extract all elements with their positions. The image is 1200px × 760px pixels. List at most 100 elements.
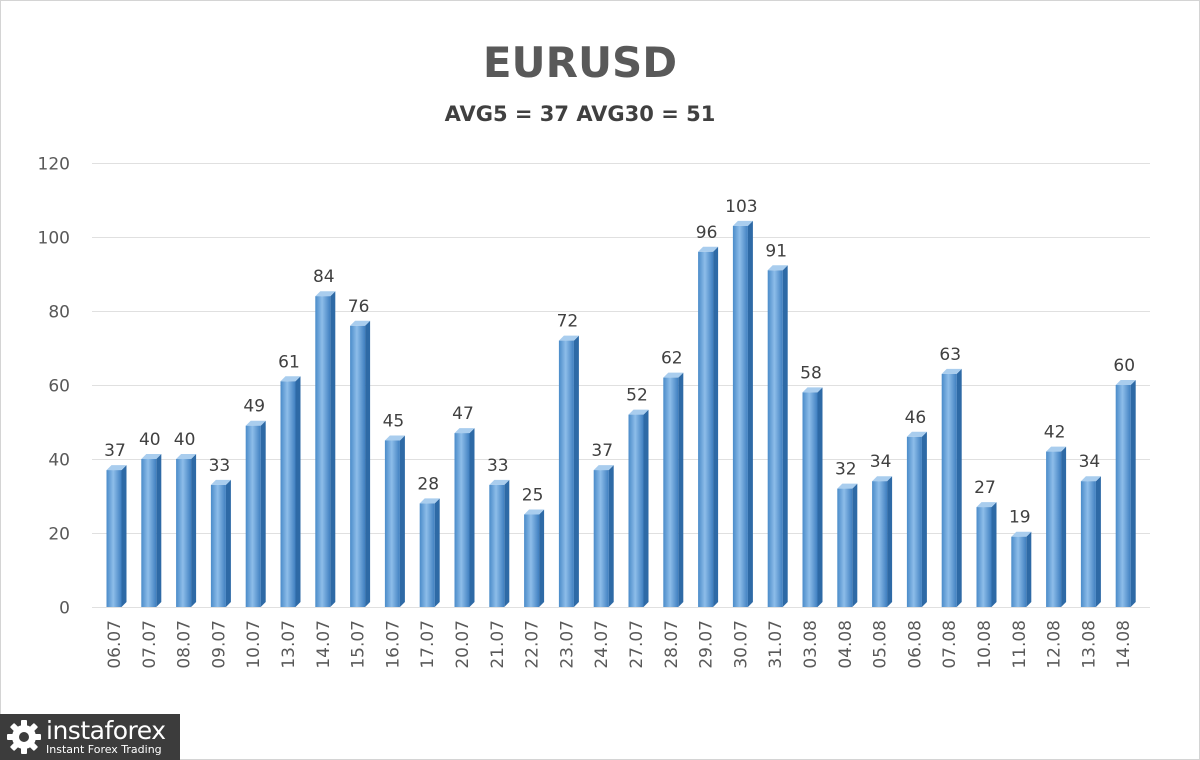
bars [106, 220, 1136, 608]
bar-side [1061, 446, 1067, 607]
bar-top [489, 479, 510, 485]
data-label: 40 [174, 430, 196, 450]
data-label: 63 [939, 345, 961, 365]
data-label: 37 [591, 441, 613, 461]
bar [941, 368, 962, 607]
bar-front [245, 425, 261, 607]
data-label: 25 [522, 486, 544, 506]
x-tick-label: 29.07 [697, 620, 717, 669]
bar-side [365, 320, 371, 607]
x-tick-label: 08.07 [175, 620, 195, 669]
bar-side [991, 502, 997, 607]
bar [489, 479, 510, 607]
bar-front [315, 296, 331, 607]
bar-side [121, 465, 127, 607]
bar-top [1046, 446, 1067, 452]
bar [454, 428, 475, 607]
bar [106, 465, 127, 607]
data-label: 49 [243, 397, 265, 417]
data-label: 60 [1113, 356, 1135, 376]
bar [1046, 446, 1067, 607]
x-tick-label: 04.08 [836, 620, 856, 669]
x-tick-label: 20.07 [453, 620, 473, 669]
bar-top [698, 246, 719, 252]
bar-top [106, 465, 127, 471]
data-label: 28 [417, 474, 439, 494]
y-tick-label: 0 [59, 599, 70, 619]
x-tick-label: 22.07 [523, 620, 543, 669]
data-label: 62 [661, 349, 683, 369]
bar-top [767, 265, 788, 271]
data-label: 33 [209, 456, 231, 476]
bar [1080, 476, 1101, 607]
bar [176, 454, 197, 607]
bar-front [489, 484, 505, 607]
x-tick-label: 12.08 [1045, 620, 1065, 669]
data-label: 37 [104, 441, 126, 461]
bar-front [941, 373, 957, 607]
bar [906, 431, 927, 607]
x-tick-label: 16.07 [383, 620, 403, 669]
bar-side [643, 409, 649, 607]
bar-side [956, 368, 962, 607]
bar-top [941, 368, 962, 374]
bar [558, 335, 579, 607]
bar-front [1115, 385, 1131, 607]
bar [663, 372, 684, 607]
x-tick-label: 30.07 [731, 620, 751, 669]
bar-side [330, 291, 336, 607]
bar [628, 409, 649, 607]
bar-top [315, 291, 336, 297]
bar-front [628, 414, 644, 607]
bar-front [280, 381, 296, 607]
bar-front [419, 503, 435, 607]
bar-side [817, 387, 823, 607]
bar-top [141, 454, 162, 459]
bar-front [976, 507, 992, 607]
logo-brand: instaforex [46, 716, 166, 745]
data-label: 40 [139, 430, 161, 450]
x-tick-label: 05.08 [871, 620, 891, 669]
bar-front [454, 433, 470, 607]
x-tick-label: 28.07 [662, 620, 682, 669]
bar [593, 465, 614, 607]
bar-side [156, 454, 162, 607]
bar-side [399, 435, 405, 607]
x-tick-label: 10.07 [244, 620, 264, 669]
data-labels: 37 40 40 33 49 61 84 76 45 28 47 33 25 72 37 52 62 96 103 9… [104, 197, 1135, 528]
bar-top [1115, 380, 1136, 385]
bar-top [663, 372, 684, 378]
x-tick-label: 24.07 [592, 620, 612, 669]
bar-side [295, 376, 301, 607]
bar-top [350, 320, 371, 326]
bar-front [141, 459, 157, 607]
x-tick-label: 14.07 [314, 620, 334, 669]
bar-side [539, 509, 545, 607]
bar-side [573, 335, 579, 607]
bar-top [802, 387, 823, 393]
bar [872, 476, 893, 607]
bar-side [434, 498, 440, 607]
bar-top [1080, 476, 1101, 482]
bar [732, 220, 753, 607]
bar-front [350, 325, 366, 607]
x-tick-label: 13.08 [1079, 620, 1099, 669]
bar-side [469, 428, 475, 607]
bar-side [1130, 380, 1136, 607]
chart-title: EURUSD [483, 38, 677, 87]
bar [350, 320, 371, 607]
bar [315, 291, 336, 607]
bar-side [191, 454, 197, 607]
bar [976, 502, 997, 607]
data-label: 84 [313, 267, 335, 287]
gridlines [92, 163, 1150, 608]
x-tick-label: 06.07 [105, 620, 125, 669]
data-label: 61 [278, 352, 300, 372]
bar [280, 376, 301, 607]
x-tick-label: 14.08 [1114, 620, 1134, 669]
x-tick-label: 17.07 [418, 620, 438, 669]
data-label: 19 [1009, 508, 1031, 528]
bar-front [663, 377, 679, 607]
bar-front [524, 514, 540, 607]
